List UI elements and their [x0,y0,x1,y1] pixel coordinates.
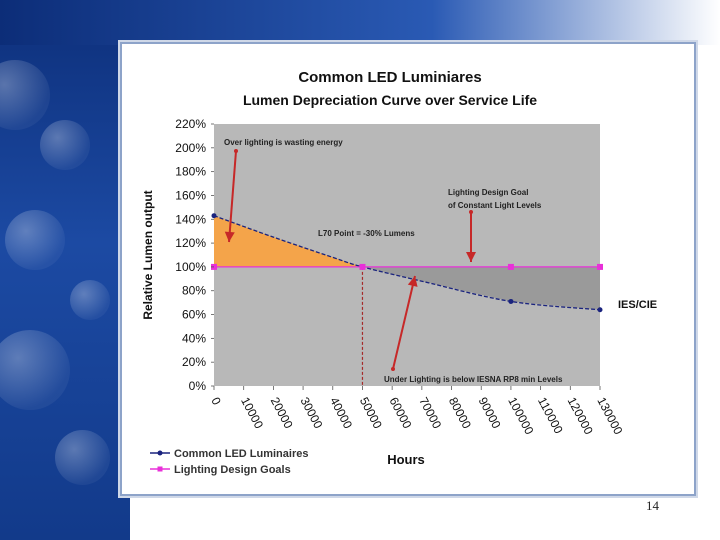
annotation-l70: L70 Point = -30% Lumens [318,229,415,238]
y-tick-label: 160% [175,188,206,202]
y-tick-label: 180% [175,165,206,179]
x-tick-label: 110000 [535,395,566,436]
arrow-design-goal-head [466,252,476,262]
annotation-source: IES/CIE [618,299,657,311]
annotation-under-lighting: Under Lighting is below IESNA RP8 min Le… [384,375,563,384]
x-tick-label: 50000 [357,395,385,431]
y-tick-label: 220% [175,117,206,131]
chart-subtitle: Lumen Depreciation Curve over Service Li… [243,92,537,108]
annotation-design-goal-line1: Lighting Design Goal [448,188,528,197]
arrow-under-lighting-shaft [392,275,416,370]
decorative-bubble [0,330,70,410]
under-lighting-area [362,266,600,310]
led-point [597,307,603,313]
goal-point [359,263,366,270]
y-tick-label: 120% [175,236,206,250]
arrow-over-lighting-head [224,231,235,242]
y-tick-label: 140% [175,212,206,226]
y-tick-label: 80% [182,284,206,298]
arrow-design-goal-tail [469,210,473,214]
goal-point [597,263,603,270]
arrow-over-lighting-tail [234,149,238,153]
decorative-bubble [0,60,50,130]
led-point [211,213,217,219]
y-tick-label: 20% [182,355,206,369]
x-tick-label: 60000 [387,395,415,431]
legend: Common LED Luminaires Lighting Design Go… [150,448,308,476]
x-tick-label: 20000 [268,395,296,431]
background-top-band [0,0,720,45]
series-line-led [213,215,601,311]
over-lighting-area [214,215,363,267]
arrow-over-lighting-shaft [228,150,237,243]
y-tick-label: 40% [182,331,206,345]
x-tick-label: 0 [208,395,224,408]
legend-label-goals: Lighting Design Goals [174,464,291,476]
legend-marker-goals [157,466,163,472]
background-left-panel [0,0,130,540]
x-tick-label: 10000 [238,395,266,431]
chart-svg: Common LED Luminiares Lumen Depreciation… [141,69,657,476]
legend-marker-led [157,450,163,456]
x-tick-label: 130000 [594,395,625,437]
x-tick-label: 120000 [565,395,596,437]
y-axis-label: Relative Lumen output [141,190,155,319]
decorative-bubble [70,280,110,320]
decorative-bubble [40,120,90,170]
x-tick-label: 30000 [297,395,325,431]
annotation-over-lighting: Over lighting is wasting energy [224,138,343,147]
chart-frame: Common LED Luminiares Lumen Depreciation… [120,42,696,496]
chart-title: Common LED Luminiares [298,69,481,86]
x-axis-label: Hours [387,452,425,467]
arrow-under-lighting-head [407,276,418,287]
decorative-bubble [55,430,110,485]
arrow-under-lighting-tail [391,367,395,371]
decorative-bubble [5,210,65,270]
y-tick-label: 60% [182,308,206,322]
x-tick-label: 70000 [416,395,444,431]
y-tick-label: 200% [175,141,206,155]
x-tick-label: 40000 [327,395,355,431]
goal-point [507,263,514,270]
x-tick-label: 90000 [476,395,504,431]
y-tick-label: 100% [175,260,206,274]
x-tick-label: 100000 [505,395,536,437]
y-tick-label: 0% [189,379,207,393]
annotation-design-goal-line2: of Constant Light Levels [448,201,542,210]
led-point [508,298,514,304]
legend-label-led: Common LED Luminaires [174,448,308,460]
page-number: 14 [646,498,659,513]
x-tick-label: 80000 [446,395,474,431]
